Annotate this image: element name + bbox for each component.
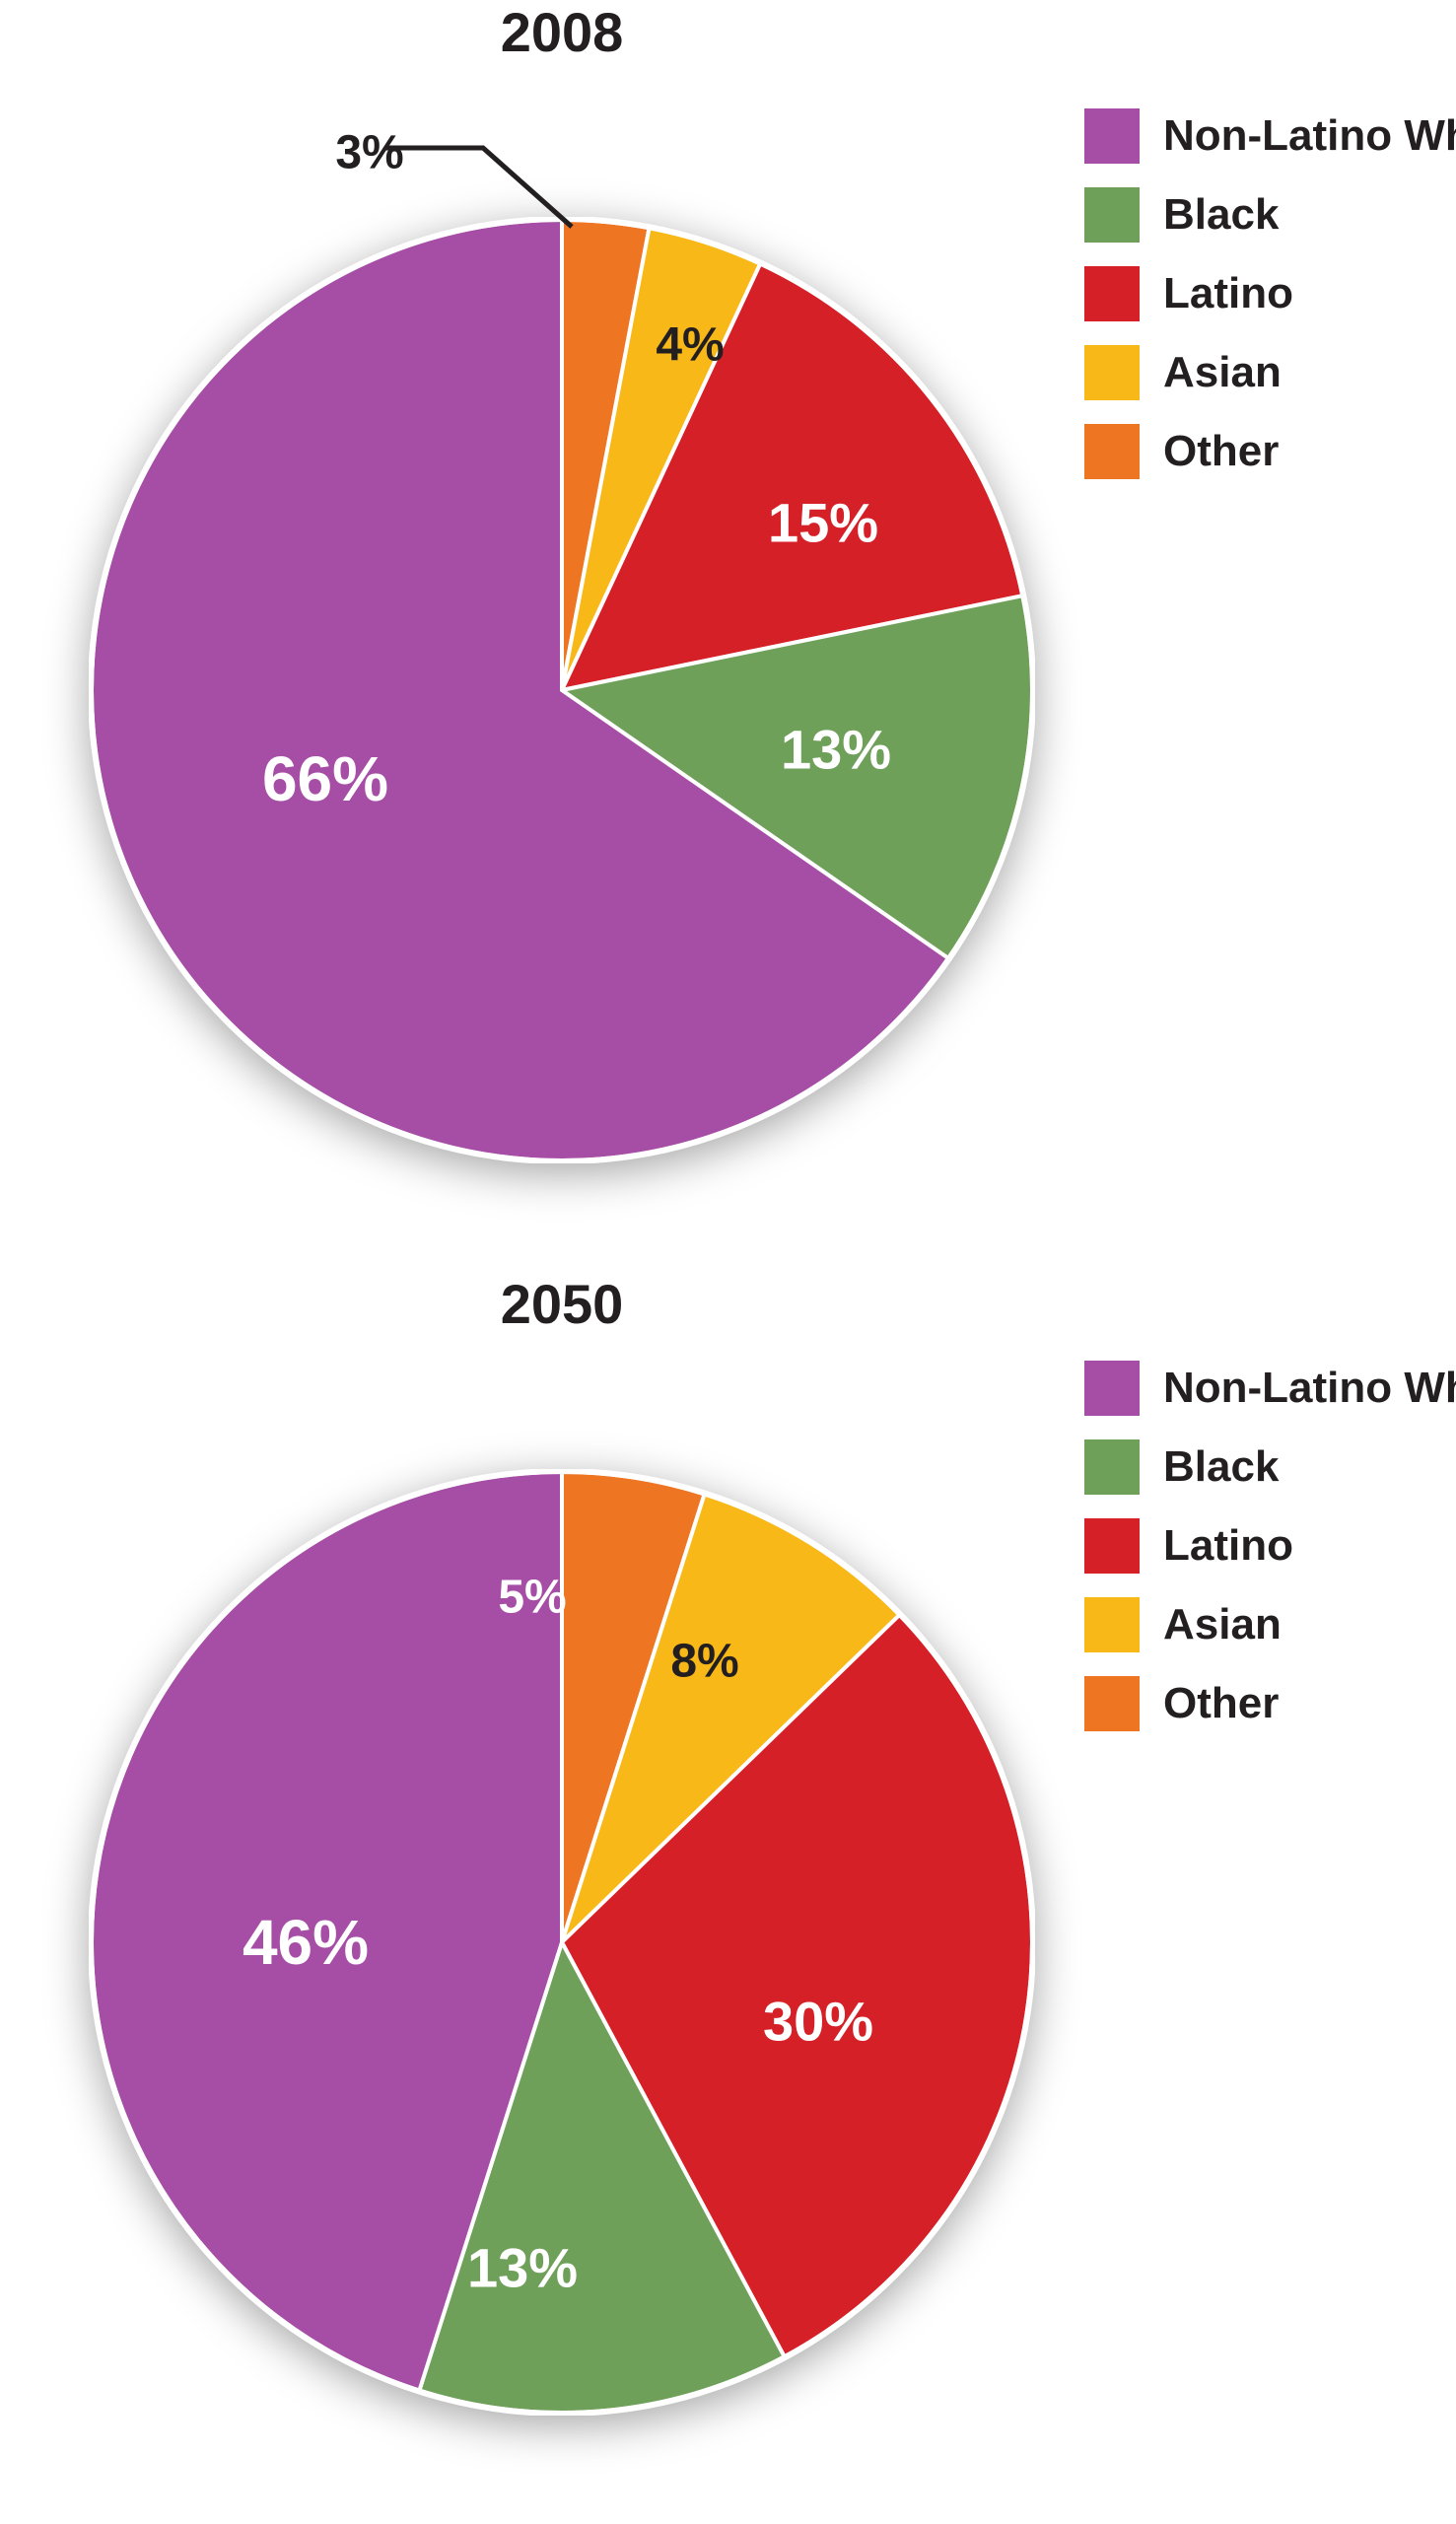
legend-swatch-white xyxy=(1084,108,1140,164)
chart-2008-label-white: 66% xyxy=(262,742,388,815)
legend-item: Black xyxy=(1084,1439,1456,1495)
chart-2050-legend: Non-Latino White Black Latino Asian Othe… xyxy=(1084,1361,1456,1755)
legend-item: Black xyxy=(1084,187,1456,243)
legend-label: Asian xyxy=(1163,1600,1282,1649)
legend-label: Non-Latino White xyxy=(1163,111,1456,161)
chart-2008-pie xyxy=(89,217,1035,1163)
chart-2050-label-asian: 8% xyxy=(670,1635,738,1689)
chart-2050-label-other: 5% xyxy=(498,1571,566,1625)
chart-2050-label-white: 46% xyxy=(243,1906,369,1979)
legend-label: Other xyxy=(1163,427,1279,476)
chart-2008-label-black: 13% xyxy=(781,718,891,782)
legend-label: Other xyxy=(1163,1679,1279,1728)
chart-2050-label-black: 13% xyxy=(467,2236,578,2300)
chart-2050-block: 2050 5% 8% 30% 13% 46% Non-Latino White … xyxy=(0,1252,1456,2524)
chart-2008-label-latino: 15% xyxy=(768,491,878,555)
legend-item: Other xyxy=(1084,1676,1456,1731)
legend-item: Other xyxy=(1084,424,1456,479)
chart-2008-label-other: 3% xyxy=(335,126,403,180)
legend-label: Latino xyxy=(1163,1521,1293,1571)
legend-item: Latino xyxy=(1084,266,1456,321)
legend-swatch-black xyxy=(1084,187,1140,243)
legend-label: Non-Latino White xyxy=(1163,1364,1456,1413)
chart-2008-label-asian: 4% xyxy=(656,318,724,373)
legend-label: Black xyxy=(1163,190,1279,240)
legend-swatch-other xyxy=(1084,424,1140,479)
chart-2008-block: 2008 3% 4% 15% 13% 66% Non-Latino White xyxy=(0,0,1456,1242)
chart-2008-pie-svg xyxy=(89,217,1035,1163)
chart-2050-title: 2050 xyxy=(463,1272,660,1336)
legend-swatch-black xyxy=(1084,1439,1140,1495)
chart-2008-title: 2008 xyxy=(463,0,660,64)
legend-label: Asian xyxy=(1163,348,1282,397)
legend-item: Non-Latino White xyxy=(1084,1361,1456,1416)
legend-label: Black xyxy=(1163,1442,1279,1492)
legend-swatch-white xyxy=(1084,1361,1140,1416)
legend-label: Latino xyxy=(1163,269,1293,318)
legend-item: Asian xyxy=(1084,1597,1456,1652)
legend-swatch-asian xyxy=(1084,1597,1140,1652)
legend-item: Asian xyxy=(1084,345,1456,400)
chart-2008-callout-line xyxy=(375,138,591,246)
legend-swatch-latino xyxy=(1084,1518,1140,1574)
chart-2050-label-latino: 30% xyxy=(763,1990,873,2054)
legend-item: Latino xyxy=(1084,1518,1456,1574)
chart-2008-legend: Non-Latino White Black Latino Asian Othe… xyxy=(1084,108,1456,503)
legend-swatch-latino xyxy=(1084,266,1140,321)
legend-item: Non-Latino White xyxy=(1084,108,1456,164)
page-root: 2008 3% 4% 15% 13% 66% Non-Latino White xyxy=(0,0,1456,2524)
legend-swatch-other xyxy=(1084,1676,1140,1731)
legend-swatch-asian xyxy=(1084,345,1140,400)
